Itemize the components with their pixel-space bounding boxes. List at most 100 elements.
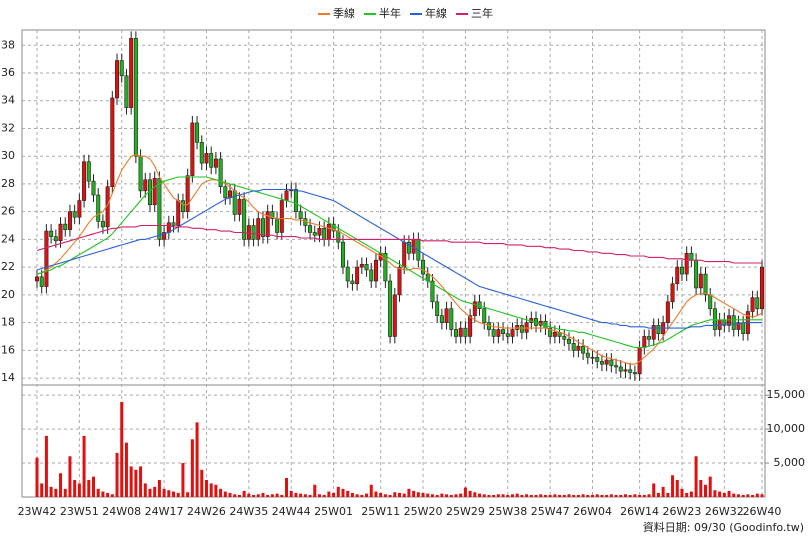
candle-body bbox=[171, 222, 176, 226]
volume-bar bbox=[430, 494, 434, 497]
y-tick-label: 30 bbox=[1, 149, 15, 162]
volume-bar bbox=[313, 484, 317, 497]
candle-body bbox=[609, 359, 614, 366]
volume-bar bbox=[153, 486, 157, 497]
candle-body bbox=[694, 259, 699, 289]
candle-body bbox=[406, 241, 411, 254]
candle-body bbox=[82, 161, 87, 201]
volume-bar bbox=[186, 492, 190, 497]
volume-bar bbox=[214, 484, 218, 497]
volume-bar bbox=[751, 494, 755, 497]
volume-bar bbox=[317, 494, 321, 497]
candle-body bbox=[152, 178, 157, 206]
candle-body bbox=[256, 218, 261, 240]
candle-body bbox=[741, 322, 746, 334]
volume-bar bbox=[609, 494, 613, 497]
candle-body bbox=[642, 336, 647, 348]
volume-bar bbox=[661, 486, 665, 497]
volume-bar bbox=[336, 486, 340, 497]
candle-body bbox=[571, 343, 576, 351]
volume-bar bbox=[572, 494, 576, 497]
candle-body bbox=[124, 75, 129, 108]
candle-body bbox=[246, 225, 251, 240]
volume-bar bbox=[478, 493, 482, 497]
volume-bar bbox=[689, 491, 693, 497]
volume-bar bbox=[642, 494, 646, 497]
volume-bar bbox=[713, 490, 717, 497]
volume-bar bbox=[704, 484, 708, 497]
volume-bar bbox=[223, 491, 227, 497]
candle-body bbox=[402, 241, 407, 268]
candle-body bbox=[510, 329, 515, 337]
volume-bar bbox=[520, 494, 524, 497]
candle-body bbox=[750, 297, 755, 312]
volume-bar bbox=[562, 494, 566, 497]
x-tick-label: 26W04 bbox=[573, 505, 612, 518]
volume-bar bbox=[294, 492, 298, 497]
volume-bar bbox=[289, 490, 293, 497]
volume-bar bbox=[59, 473, 63, 497]
candle-body bbox=[552, 332, 557, 337]
volume-bar bbox=[299, 493, 303, 497]
candle-body bbox=[566, 338, 571, 344]
candle-body bbox=[195, 122, 200, 143]
y2-tick-label: 5,000 bbox=[774, 456, 806, 469]
volume-bar bbox=[581, 494, 585, 497]
candle-body bbox=[463, 327, 468, 337]
candle-body bbox=[39, 276, 44, 287]
candle-body bbox=[166, 222, 171, 233]
candle-body bbox=[157, 178, 162, 240]
candle-body bbox=[496, 329, 501, 337]
candle-body bbox=[232, 190, 237, 215]
x-tick-label: 24W08 bbox=[102, 505, 141, 518]
volume-bar bbox=[341, 488, 345, 497]
candle-body bbox=[143, 179, 148, 192]
y2-tick-label: 15,000 bbox=[767, 388, 806, 401]
volume-bar bbox=[162, 488, 166, 497]
candle-body bbox=[632, 372, 637, 375]
candle-body bbox=[491, 329, 496, 337]
candle-body bbox=[727, 315, 732, 326]
volume-bar bbox=[525, 494, 529, 497]
volume-bar bbox=[529, 494, 533, 497]
candle-body bbox=[44, 230, 49, 287]
volume-bar bbox=[402, 493, 406, 497]
volume-bar bbox=[623, 494, 627, 497]
volume-bar bbox=[195, 422, 199, 497]
candle-body bbox=[204, 153, 209, 164]
volume-bar bbox=[543, 494, 547, 497]
volume-bar bbox=[398, 492, 401, 497]
legend-label: 年線 bbox=[425, 6, 447, 20]
volume-bar bbox=[619, 494, 623, 497]
volume-bar bbox=[327, 491, 331, 497]
volume-bar bbox=[501, 494, 505, 497]
candle-body bbox=[336, 230, 341, 243]
volume-bar bbox=[388, 494, 392, 497]
candle-body bbox=[110, 97, 115, 187]
candle-body bbox=[421, 259, 426, 275]
candle-body bbox=[369, 269, 374, 282]
volume-bar bbox=[652, 483, 656, 497]
volume-bar bbox=[256, 494, 260, 497]
candle-body bbox=[736, 322, 741, 330]
x-tick-label: 25W38 bbox=[488, 505, 527, 518]
candle-body bbox=[251, 225, 256, 240]
volume-bar bbox=[647, 494, 651, 497]
volume-bar bbox=[143, 483, 147, 497]
candle-body bbox=[58, 223, 63, 242]
candle-body bbox=[53, 236, 58, 242]
volume-bar bbox=[633, 494, 637, 497]
x-tick-label: 24W44 bbox=[272, 505, 311, 518]
volume-bar bbox=[595, 494, 599, 497]
volume-bar bbox=[736, 494, 740, 497]
volume-bar bbox=[482, 494, 486, 497]
candle-body bbox=[703, 273, 708, 296]
candle-body bbox=[322, 228, 327, 240]
volume-bar bbox=[671, 475, 675, 497]
volume-bar bbox=[435, 494, 439, 497]
candle-body bbox=[209, 153, 214, 168]
candle-body bbox=[279, 200, 284, 233]
legend-label: 半年 bbox=[379, 6, 401, 20]
candle-body bbox=[345, 266, 350, 282]
volume-bar bbox=[68, 456, 72, 497]
